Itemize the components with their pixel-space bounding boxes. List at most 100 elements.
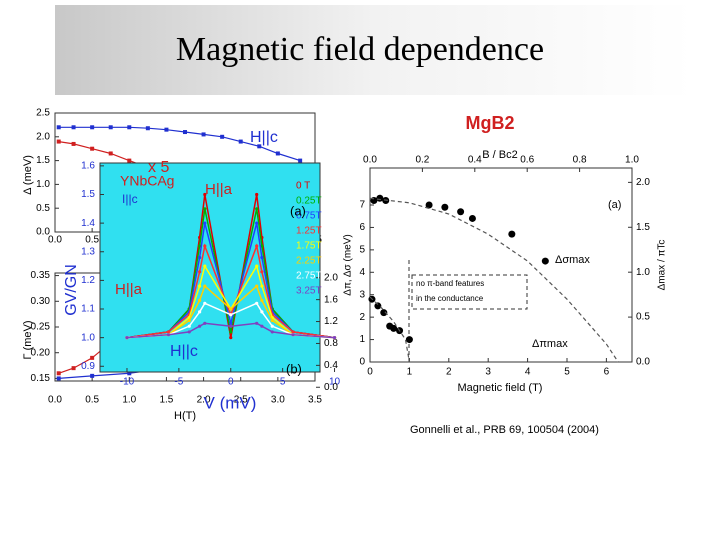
x-tick-label: 1.0	[122, 395, 136, 406]
point	[198, 284, 202, 288]
x2-tick-label: 0.0	[363, 155, 377, 166]
point	[125, 336, 129, 340]
point	[90, 373, 95, 378]
point	[108, 151, 113, 156]
point	[229, 307, 233, 311]
legend-label: 2.25T	[296, 256, 322, 267]
point	[90, 146, 95, 151]
point	[270, 318, 274, 323]
point	[56, 125, 61, 130]
point	[255, 264, 259, 268]
y-tick-label: 2.5	[36, 108, 50, 119]
point	[203, 244, 207, 248]
point	[255, 284, 259, 288]
point	[127, 371, 132, 376]
point	[166, 330, 171, 334]
y2-tick-label: 2.0	[324, 272, 338, 283]
y2-tick-label: 1.0	[636, 267, 650, 278]
point	[257, 144, 262, 149]
point	[255, 192, 259, 197]
point	[260, 284, 264, 288]
annotation: I||c	[122, 192, 138, 206]
y2-tick-label: 1.6	[324, 294, 338, 305]
y2-tick-label: 2.0	[636, 177, 650, 188]
point	[183, 130, 187, 135]
point	[260, 298, 264, 303]
x-tick-label: 4	[525, 367, 531, 378]
x-tick-label: 2.5	[234, 395, 248, 406]
point	[468, 214, 476, 222]
point	[198, 255, 202, 260]
x-label: Magnetic field (T)	[458, 382, 543, 394]
point	[229, 336, 233, 340]
y2-tick-label: 0.8	[324, 338, 338, 349]
point	[260, 270, 264, 274]
y-tick-label: 0.25	[31, 322, 51, 333]
point	[229, 330, 233, 334]
x-tick-label: -5	[174, 377, 183, 388]
annotation: H||c	[250, 129, 278, 146]
y-tick-label: 2	[359, 312, 365, 323]
y-tick-label: 1.4	[81, 218, 95, 229]
note-box	[411, 274, 528, 310]
point	[56, 139, 61, 144]
annotation: Δπmax	[532, 338, 568, 350]
y-tick-label: 6	[359, 222, 365, 233]
y-tick-label: 7	[359, 200, 365, 211]
point	[90, 355, 95, 360]
point	[441, 203, 449, 211]
y-tick-label: 0.9	[81, 361, 95, 372]
point	[203, 321, 207, 325]
y-tick-label: 1.3	[81, 246, 95, 257]
x2-tick-label: 0.6	[520, 155, 534, 166]
point	[198, 244, 202, 248]
legend-label: 0.25T	[296, 196, 322, 207]
x-tick-label: 0	[228, 377, 234, 388]
y-tick-label: 4	[359, 267, 365, 278]
y-label: Γ (meV)	[22, 320, 34, 359]
y-tick-label: 0	[359, 357, 365, 368]
x-tick-label: 1.5	[159, 395, 173, 406]
point	[260, 255, 264, 260]
point	[108, 125, 113, 130]
point	[374, 302, 382, 310]
y-tick-label: 1.5	[81, 189, 95, 200]
x-tick-label: 0.5	[85, 395, 99, 406]
legend-label: 1.75T	[296, 241, 322, 252]
y2-tick-label: 0.0	[636, 357, 650, 368]
legend-label: 2.75T	[296, 271, 322, 282]
x-tick-label: -10	[120, 377, 135, 388]
point	[187, 324, 191, 328]
point	[198, 324, 202, 328]
x-label: V (mV)	[204, 393, 257, 412]
point	[255, 221, 259, 225]
y-tick-label: 1.2	[81, 275, 95, 286]
point	[405, 336, 413, 344]
y2-tick-label: 0.4	[324, 360, 338, 371]
annotation: H||c	[170, 343, 198, 360]
y-tick-label: 2.0	[36, 131, 50, 142]
point	[187, 330, 191, 334]
point	[145, 126, 150, 131]
y-tick-label: 0.30	[31, 296, 51, 307]
plot-frame	[369, 167, 633, 363]
annotation: H||a	[205, 181, 233, 198]
point	[291, 333, 295, 337]
y2-tick-label: 1.5	[636, 222, 650, 233]
annotation: (a)	[290, 203, 306, 218]
y-tick-label: 1	[359, 334, 365, 345]
x-tick-label: 1	[407, 367, 413, 378]
y2-tick-label: 0.5	[636, 312, 650, 323]
point	[332, 336, 337, 340]
point	[260, 324, 264, 328]
point	[56, 371, 61, 376]
point	[255, 244, 259, 248]
x2-tick-label: 0.2	[415, 155, 429, 166]
x2-tick-label: 0.8	[573, 155, 587, 166]
point	[71, 141, 76, 146]
point	[203, 284, 207, 288]
citation: Gonnelli et al., PRB 69, 100504 (2004)	[410, 424, 599, 436]
point	[255, 207, 259, 211]
legend-label: 0 T	[296, 181, 310, 192]
